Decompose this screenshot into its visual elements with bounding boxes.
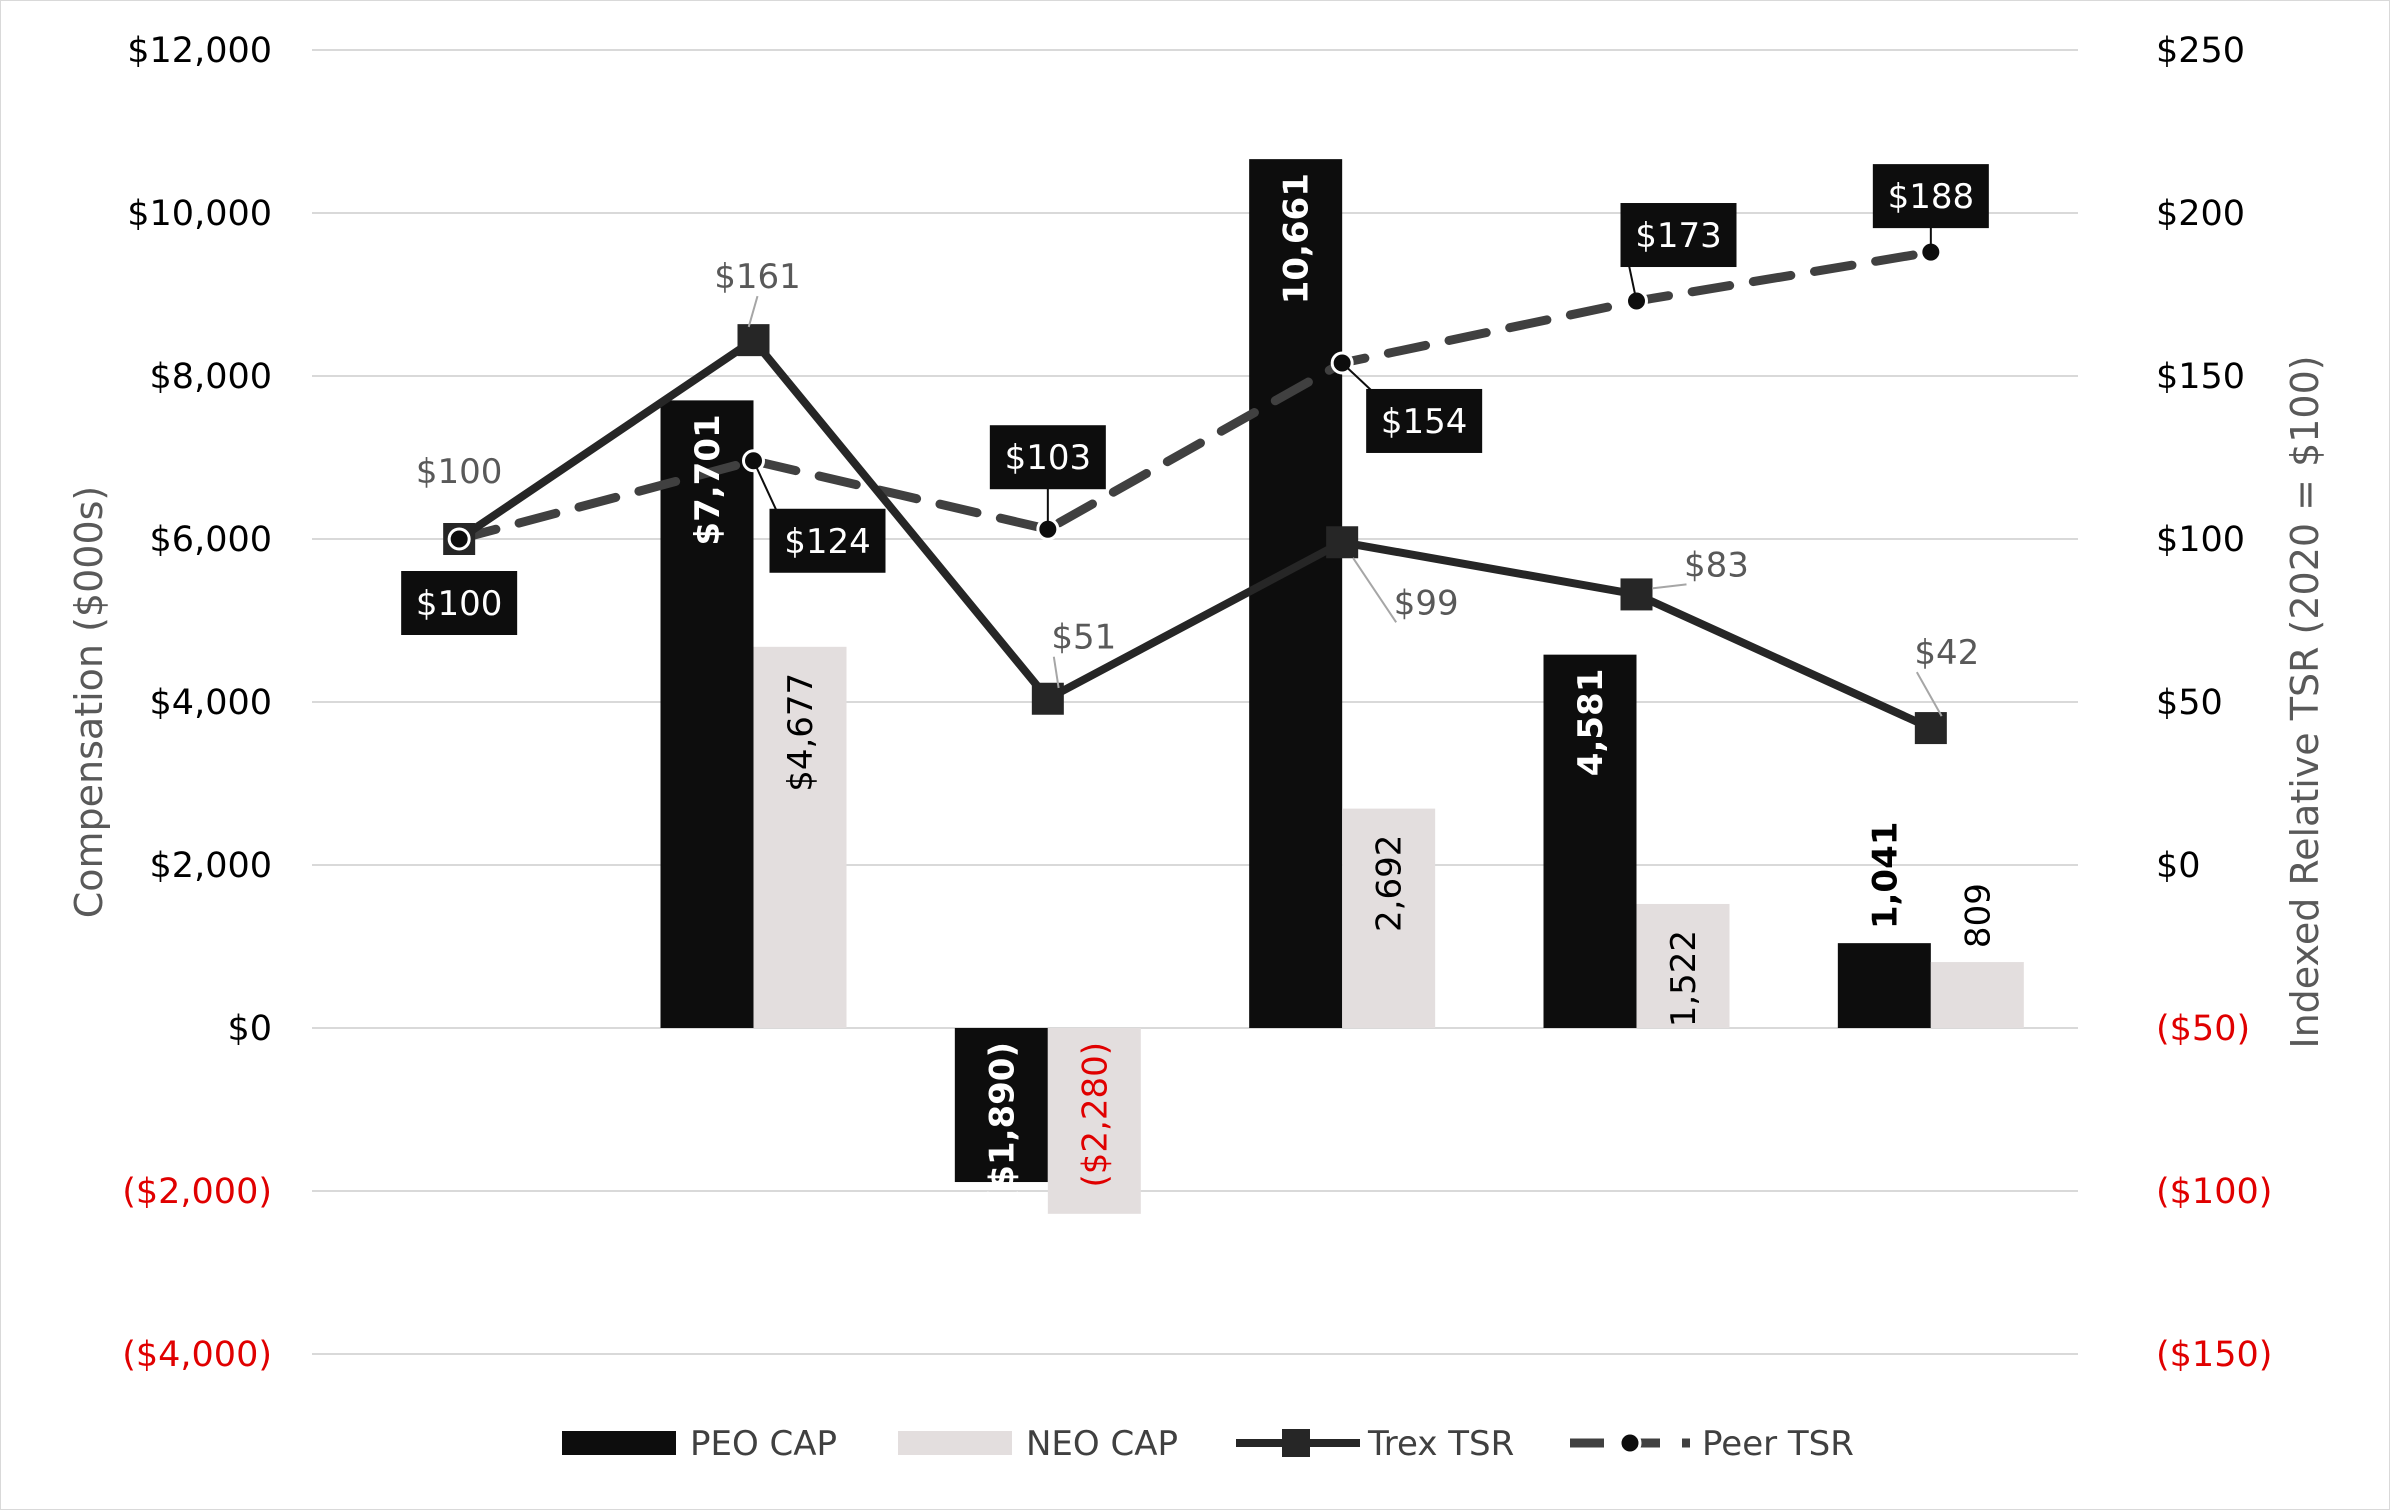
trex-tsr-label: $161	[714, 257, 801, 297]
peer-tsr-line	[454, 247, 1936, 544]
trex-tsr-label: $42	[1914, 633, 1979, 673]
peer-tsr-label: $154	[1381, 402, 1468, 442]
neo-cap-bar	[1342, 808, 1436, 1028]
neo-cap-label: ($2,280)	[1075, 1042, 1115, 1188]
trex-tsr-line	[456, 334, 1933, 732]
peo-cap-label: $7,701	[688, 414, 728, 545]
y-tick-right: $150	[2156, 357, 2245, 397]
peo-cap-bar	[1543, 654, 1637, 1028]
peer-label-box	[1872, 164, 1989, 229]
peer-tsr-label: $124	[784, 522, 871, 562]
peer-tsr-label: $100	[416, 584, 503, 624]
trex-tsr-label: $99	[1394, 583, 1459, 623]
trex-tsr-marker	[737, 324, 770, 357]
peo-cap-bar	[1249, 159, 1343, 1029]
trex-tsr-label: $83	[1684, 545, 1749, 585]
y-tick-right: ($50)	[2156, 1009, 2250, 1049]
peer-label-box	[989, 425, 1106, 490]
legend-label-neo: NEO CAP	[1026, 1424, 1178, 1464]
neo-cap-label: $4,677	[781, 673, 821, 792]
legend-swatch-neo	[898, 1431, 1012, 1455]
legend-marker-trex	[1282, 1429, 1310, 1457]
gridlines	[312, 49, 2078, 1355]
peo-cap-label: 10,661	[1277, 173, 1317, 304]
neo-cap-label: 2,692	[1370, 835, 1410, 932]
peer-tsr-label: $173	[1635, 216, 1722, 256]
peer-leader-line	[752, 460, 779, 514]
peer-tsr-label: $188	[1888, 177, 1975, 217]
peer-leader-line	[1341, 362, 1375, 394]
y-tick-right: ($100)	[2156, 1172, 2272, 1212]
legend-label-trex: Trex TSR	[1367, 1424, 1514, 1464]
peo-cap-bar	[954, 1028, 1048, 1183]
neo-cap-label: 809	[1958, 883, 1998, 948]
neo-cap-bar	[1636, 903, 1730, 1028]
trex-tsr-marker	[1914, 712, 1947, 745]
trex-tsr-label: $100	[416, 452, 503, 492]
trex-tsr-marker	[1620, 578, 1653, 611]
legend: PEO CAP NEO CAP Trex TSR Peer TSR	[562, 1424, 1854, 1464]
y-tick-right: $0	[2156, 846, 2201, 886]
y-tick-left: $8,000	[150, 357, 272, 397]
legend-label-peo: PEO CAP	[690, 1424, 837, 1464]
y-tick-right: $200	[2156, 194, 2245, 234]
y-tick-left: ($4,000)	[122, 1335, 272, 1375]
y-tick-left: ($2,000)	[122, 1172, 272, 1212]
axes: $12,000 $250 $10,000 $200 $8,000 $150 $6,000 $1…	[67, 31, 2327, 1375]
peer-label-box	[1620, 203, 1737, 268]
peer-label-box	[1366, 388, 1483, 453]
peer-label-box	[769, 508, 886, 573]
y-tick-left: $0	[227, 1009, 272, 1049]
y-axis-title-left: Compensation ($000s)	[67, 486, 111, 919]
trex-leader-line	[747, 295, 759, 328]
y-tick-left: $4,000	[150, 683, 272, 723]
y-tick-left: $12,000	[127, 31, 272, 71]
trex-leader-line	[1651, 583, 1687, 590]
trex-leader-line	[1052, 656, 1060, 689]
trex-leader-line	[1352, 557, 1397, 623]
y-tick-left: $6,000	[150, 520, 272, 560]
peer-label-box	[401, 571, 518, 635]
y-axis-title-right: Indexed Relative TSR (2020 = $100)	[2283, 355, 2327, 1048]
legend-swatch-peo	[562, 1431, 676, 1455]
y-tick-left: $2,000	[150, 846, 272, 886]
neo-cap-bar	[753, 646, 847, 1028]
neo-cap-bar	[1047, 1028, 1141, 1214]
peo-cap-label: 4,581	[1571, 669, 1611, 777]
trex-tsr-marker	[1031, 682, 1064, 715]
peo-cap-label: ($1,890)	[982, 1042, 1022, 1204]
trex-leader-line	[1915, 671, 1943, 717]
peo-cap-bar	[1837, 943, 1931, 1028]
data-labels: $7,701 $4,677 ($1,890) ($2,280) 10,661 2,692 4…	[401, 164, 1998, 1204]
trex-tsr-marker	[1326, 526, 1359, 559]
bars	[660, 159, 2024, 1214]
peer-tsr-label: $103	[1005, 438, 1092, 478]
y-tick-right: $250	[2156, 31, 2245, 71]
peo-cap-bar	[660, 400, 754, 1028]
legend-marker-peer	[1618, 1431, 1642, 1455]
legend-label-peer: Peer TSR	[1702, 1424, 1854, 1464]
y-tick-right: $100	[2156, 520, 2245, 560]
neo-cap-label: 1,522	[1664, 930, 1704, 1027]
y-tick-right: $50	[2156, 683, 2223, 723]
neo-cap-bar	[1930, 962, 2024, 1028]
trex-tsr-label: $51	[1051, 618, 1116, 658]
y-tick-left: $10,000	[127, 194, 272, 234]
peer-tsr-marker	[447, 527, 471, 551]
y-tick-right: ($150)	[2156, 1335, 2272, 1375]
peo-cap-label: 1,041	[1865, 822, 1905, 930]
peer-leader-line	[1627, 262, 1638, 302]
